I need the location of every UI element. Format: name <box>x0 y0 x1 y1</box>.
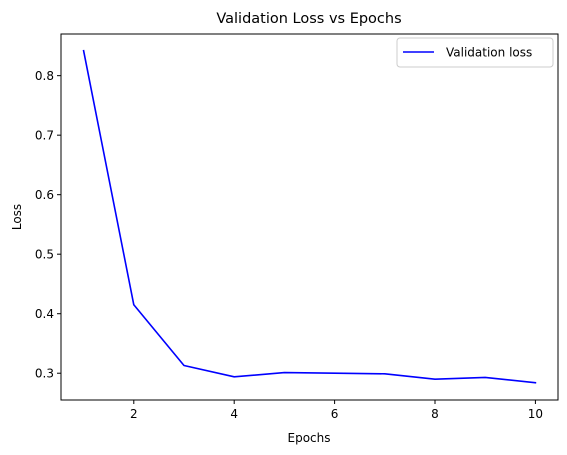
y-tick-label: 0.3 <box>35 367 54 381</box>
series-line-validation-loss <box>82 49 537 384</box>
x-tick-label: 2 <box>130 407 138 421</box>
plot-area <box>61 34 558 400</box>
y-tick-label: 0.6 <box>35 188 54 202</box>
y-tick-label: 0.7 <box>35 129 54 143</box>
series-layer <box>82 49 537 384</box>
y-axis-label: Loss <box>10 204 24 230</box>
x-tick-label: 4 <box>230 407 238 421</box>
legend: Validation loss <box>396 37 554 68</box>
y-tick-label: 0.8 <box>35 69 54 83</box>
plot-frame <box>60 33 559 401</box>
y-tick-label: 0.4 <box>35 307 54 321</box>
x-axis: 2 4 6 8 10 <box>130 400 543 421</box>
chart-title: Validation Loss vs Epochs <box>216 11 401 27</box>
y-axis: 0.3 0.4 0.5 0.6 0.7 0.8 <box>35 69 61 381</box>
x-tick-label: 10 <box>528 407 543 421</box>
x-tick-label: 8 <box>431 407 439 421</box>
legend-label-validation-loss: Validation loss <box>446 46 532 60</box>
x-tick-label: 6 <box>331 407 339 421</box>
x-axis-label: Epochs <box>288 431 331 445</box>
legend-box <box>396 37 554 68</box>
y-tick-label: 0.5 <box>35 248 54 262</box>
